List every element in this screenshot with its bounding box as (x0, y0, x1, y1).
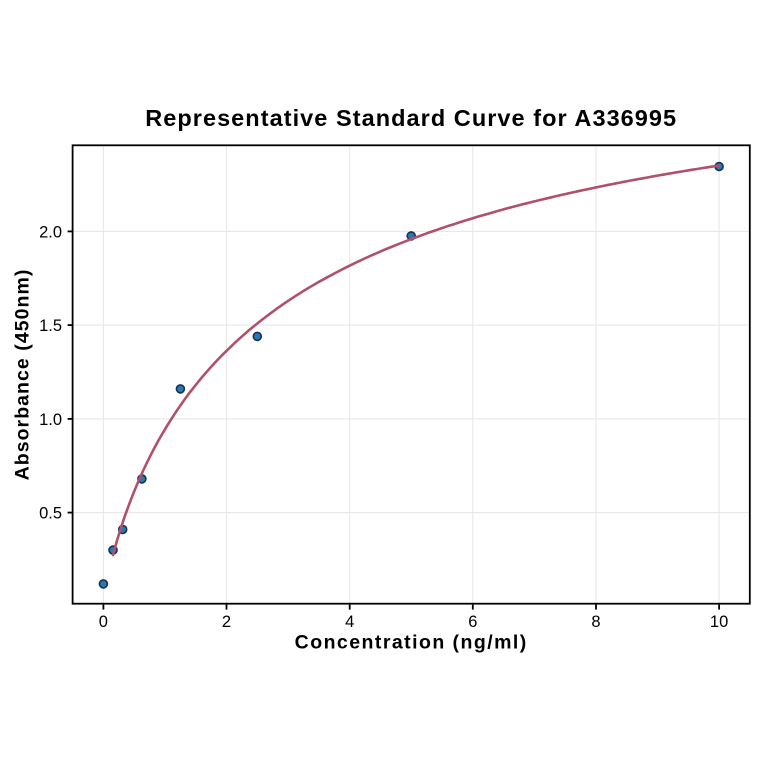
svg-text:6: 6 (468, 613, 477, 631)
svg-text:1.0: 1.0 (39, 411, 62, 429)
svg-text:0: 0 (99, 613, 108, 631)
svg-text:0.5: 0.5 (39, 505, 62, 523)
svg-text:8: 8 (591, 613, 600, 631)
svg-text:Concentration (ng/ml): Concentration (ng/ml) (295, 631, 528, 653)
svg-text:4: 4 (345, 613, 354, 631)
svg-text:Absorbance (450nm): Absorbance (450nm) (11, 269, 33, 481)
svg-text:1.5: 1.5 (39, 317, 62, 335)
svg-text:Representative Standard Curve: Representative Standard Curve for A33699… (145, 105, 677, 131)
svg-text:2: 2 (222, 613, 231, 631)
svg-text:10: 10 (710, 613, 728, 631)
svg-text:2.0: 2.0 (39, 223, 62, 241)
